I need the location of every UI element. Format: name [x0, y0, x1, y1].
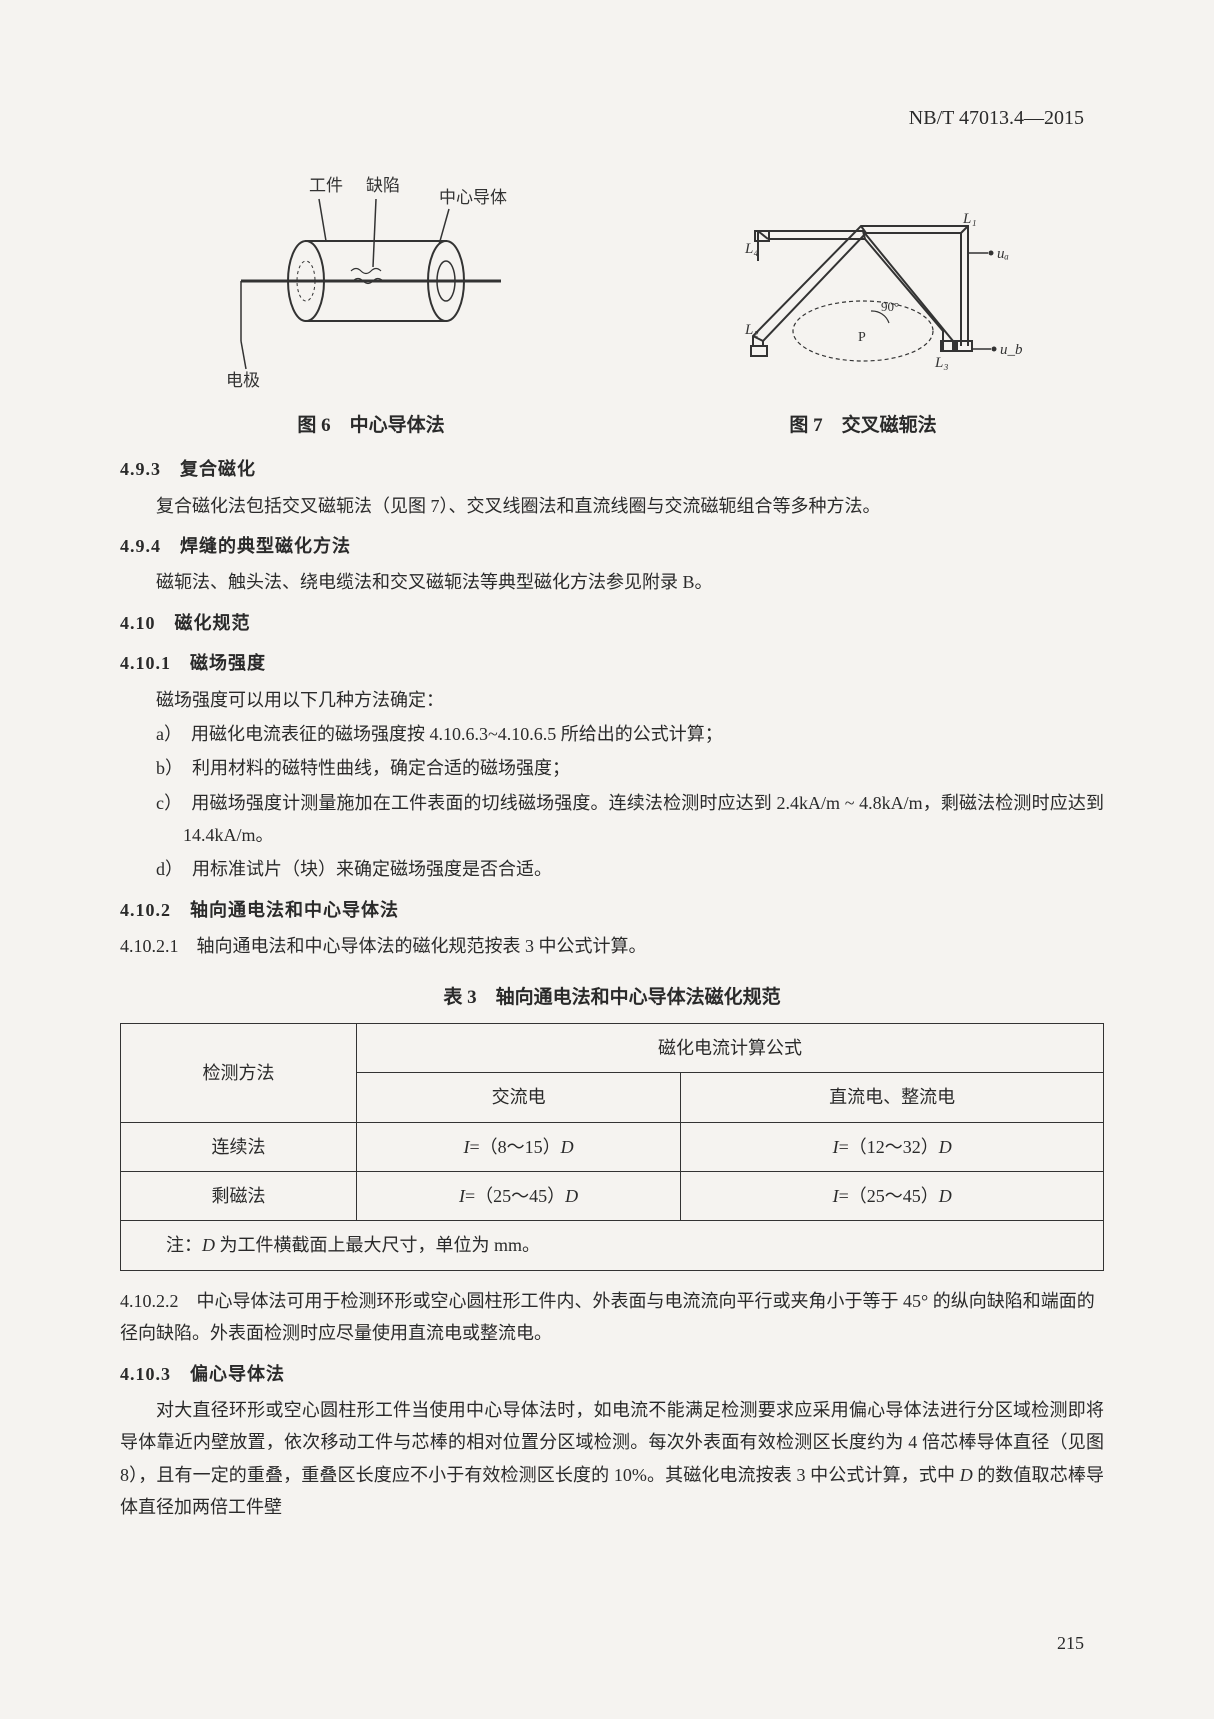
- table-3: 检测方法 磁化电流计算公式 交流电 直流电、整流电 连续法 I=（8～15）D …: [120, 1023, 1104, 1271]
- figure-6-caption: 图 6 中心导体法: [201, 409, 541, 443]
- heading-4-10-2: 4.10.2 轴向通电法和中心导体法: [120, 894, 1104, 926]
- label-electrode: 电极: [226, 371, 260, 390]
- figure-7-caption: 图 7 交叉磁轭法: [703, 409, 1023, 443]
- label-L2: L₂: [744, 322, 759, 338]
- para-4-10-3: 对大直径环形或空心圆柱形工件当使用中心导体法时，如电流不能满足检测要求应采用偏心…: [120, 1394, 1104, 1524]
- para-4-10-1-intro: 磁场强度可以用以下几种方法确定：: [120, 684, 1104, 716]
- figures-row: 工件 缺陷 中心导体 电极 图 6 中心导体法: [120, 171, 1104, 443]
- td-row2-dc: I=（25～45）D: [681, 1172, 1104, 1221]
- para-4-10-2-2: 4.10.2.2 中心导体法可用于检测环形或空心圆柱形工件内、外表面与电流流向平…: [120, 1285, 1104, 1350]
- heading-4-9-3: 4.9.3 复合磁化: [120, 453, 1104, 485]
- label-ua: uₐ: [997, 246, 1009, 262]
- th-method: 检测方法: [121, 1023, 357, 1122]
- td-row2-method: 剩磁法: [121, 1172, 357, 1221]
- para-4-9-3: 复合磁化法包括交叉磁轭法（见图 7）、交叉线圈法和直流线圈与交流磁轭组合等多种方…: [120, 490, 1104, 522]
- table-3-caption: 表 3 轴向通电法和中心导体法磁化规范: [120, 981, 1104, 1015]
- para-4-9-4: 磁轭法、触头法、绕电缆法和交叉磁轭法等典型磁化方法参见附录 B。: [120, 566, 1104, 598]
- td-row1-dc: I=（12～32）D: [681, 1122, 1104, 1171]
- figure-7-svg: P 90° uₐ u_b L₁ L₂ L₃ L₄: [703, 171, 1023, 401]
- td-row1-method: 连续法: [121, 1122, 357, 1171]
- heading-4-10-1: 4.10.1 磁场强度: [120, 647, 1104, 679]
- standard-code: NB/T 47013.4—2015: [120, 100, 1104, 136]
- td-note: 注：D 为工件横截面上最大尺寸，单位为 mm。: [121, 1221, 1104, 1270]
- figure-7: P 90° uₐ u_b L₁ L₂ L₃ L₄ 图 7 交叉磁轭法: [703, 171, 1023, 443]
- figure-6-svg: 工件 缺陷 中心导体 电极: [201, 171, 541, 401]
- td-row1-ac: I=（8～15）D: [356, 1122, 680, 1171]
- label-L3: L₃: [934, 355, 949, 371]
- list-item-c: c） 用磁场强度计测量施加在工件表面的切线磁场强度。连续法检测时应达到 2.4k…: [120, 787, 1104, 852]
- label-angle: 90°: [881, 299, 899, 314]
- list-item-a: a） 用磁化电流表征的磁场强度按 4.10.6.3~4.10.6.5 所给出的公…: [120, 718, 1104, 750]
- th-dc: 直流电、整流电: [681, 1073, 1104, 1122]
- label-ub: u_b: [1000, 342, 1023, 358]
- th-formula: 磁化电流计算公式: [356, 1023, 1103, 1072]
- label-L4: L₄: [744, 241, 759, 257]
- figure-6: 工件 缺陷 中心导体 电极 图 6 中心导体法: [201, 171, 541, 443]
- heading-4-10: 4.10 磁化规范: [120, 607, 1104, 639]
- label-conductor: 中心导体: [439, 188, 507, 207]
- list-item-b: b） 利用材料的磁特性曲线，确定合适的磁场强度；: [120, 752, 1104, 784]
- para-4-10-2-1: 4.10.2.1 轴向通电法和中心导体法的磁化规范按表 3 中公式计算。: [120, 930, 1104, 962]
- heading-4-9-4: 4.9.4 焊缝的典型磁化方法: [120, 530, 1104, 562]
- heading-4-10-3: 4.10.3 偏心导体法: [120, 1358, 1104, 1390]
- list-item-d: d） 用标准试片（块）来确定磁场强度是否合适。: [120, 853, 1104, 885]
- label-L1: L₁: [962, 211, 977, 227]
- th-ac: 交流电: [356, 1073, 680, 1122]
- page-number: 215: [1057, 1627, 1084, 1659]
- label-P: P: [858, 330, 866, 345]
- td-row2-ac: I=（25～45）D: [356, 1172, 680, 1221]
- label-workpiece: 工件: [309, 176, 343, 195]
- label-defect: 缺陷: [366, 176, 400, 195]
